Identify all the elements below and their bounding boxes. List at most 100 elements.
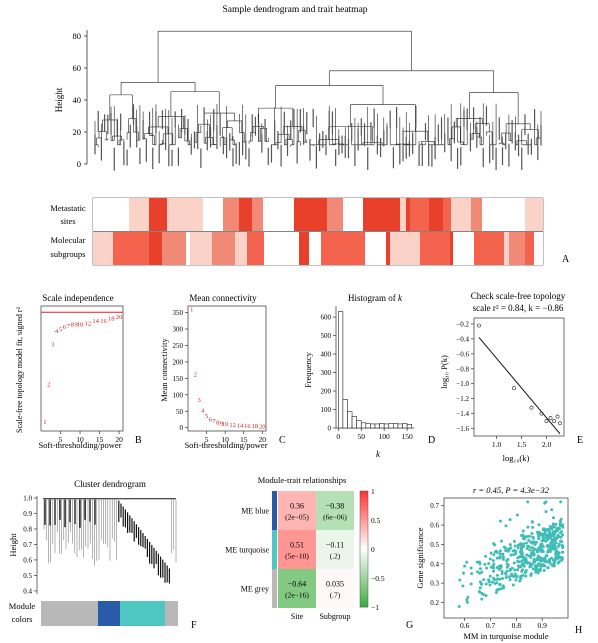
- panel-h-point: [504, 571, 508, 575]
- leaf-label-mark: [373, 108, 375, 129]
- row-label-metastatic: Metastatic: [50, 203, 86, 213]
- panel-h-title: r = 0.45, P = 4.3e−32: [473, 485, 550, 495]
- panel-g-colorbar-step: [360, 511, 368, 515]
- panel-a-ytick: 0: [77, 159, 81, 169]
- leaf-label-mark: [261, 134, 263, 153]
- panel-h-point: [498, 552, 502, 556]
- leaf-label-mark: [302, 125, 305, 145]
- panel-g-colorbar-step: [360, 508, 368, 512]
- panel-g-colorbar-step: [360, 554, 368, 558]
- leaf-label-mark: [222, 136, 224, 155]
- panel-d-title: Histogram of k: [348, 293, 403, 303]
- panel-h-point: [537, 523, 541, 527]
- panel-h-point: [531, 536, 535, 540]
- panel-g-colorbar-step: [360, 580, 368, 585]
- panel-f-ytick-label: 0.8: [23, 525, 32, 533]
- heat-cell: [482, 198, 502, 231]
- heat-cell: [180, 198, 203, 231]
- panel-c-point-label: 20: [259, 423, 266, 430]
- panel-h-point: [466, 595, 470, 599]
- heat-cell: [149, 232, 162, 265]
- panel-a-title: Sample dendrogram and trait heatmap: [222, 5, 367, 15]
- leaf-label-mark: [309, 138, 311, 161]
- panel-h-point: [475, 560, 479, 564]
- panel-h-point: [498, 582, 502, 586]
- panel-d-xtick-label: 100: [379, 432, 391, 441]
- panel-h-point: [530, 520, 534, 524]
- panel-h-point: [500, 571, 504, 575]
- leaf-label-mark: [216, 125, 218, 150]
- leaf-label-mark: [319, 133, 321, 152]
- panel-d-ytick-label: 0: [328, 425, 332, 433]
- panel-h-point: [507, 548, 511, 552]
- leaf-label-mark: [168, 145, 170, 167]
- heat-cell: [379, 198, 400, 231]
- heat-cell: [341, 232, 365, 265]
- heat-cell: [406, 198, 410, 231]
- panel-h-point: [513, 568, 517, 572]
- panel-e-ytick-label: −0.8: [456, 365, 469, 373]
- panel-g-colorbar-step: [360, 583, 368, 587]
- panel-g-cell: [316, 491, 354, 530]
- panel-h-point: [561, 546, 565, 550]
- panel-h-point: [518, 576, 522, 580]
- heat-cell: [212, 232, 235, 265]
- panel-h-point: [517, 565, 521, 569]
- leaf-label-mark: [129, 124, 131, 148]
- panel-g-colorbar-step: [360, 560, 368, 564]
- leaf-label-mark: [277, 131, 279, 150]
- leaf-label-mark: [94, 134, 96, 155]
- panel-g-colorbar-label: 0: [371, 545, 375, 554]
- panel-g-colorbar-step: [360, 514, 368, 518]
- heat-cell: [502, 198, 525, 231]
- heat-cell: [309, 232, 321, 265]
- panel-e-xtick-label: 1.5: [517, 440, 527, 449]
- leaf-label-mark: [524, 114, 526, 136]
- heat-cell: [525, 198, 543, 231]
- panel-d-bar: [351, 416, 357, 429]
- heat-cell: [453, 232, 474, 265]
- panel-g-cell-pvalue: (.2): [330, 552, 341, 561]
- panel-h-point: [457, 605, 461, 609]
- panel-h-ytick-label: 0.3: [430, 580, 439, 588]
- panel-h-point: [514, 578, 518, 582]
- panel-g-colorbar-step: [360, 569, 368, 573]
- panel-b-ylabel: Scale-free topology model fit, signed r²: [15, 306, 24, 433]
- panel-g-colorbar-step: [360, 496, 368, 500]
- panel-g-col-label: Subgroup: [319, 612, 350, 621]
- panel-e-point: [548, 416, 553, 420]
- panel-h-point: [555, 526, 559, 530]
- leaf-label-mark: [431, 144, 433, 167]
- leaf-label-mark: [123, 141, 125, 166]
- panel-d-marks: 0 100 200 300 400 500 600 0 50 100 150: [321, 311, 413, 441]
- leaf-label-mark: [421, 145, 423, 166]
- panel-h-point: [549, 544, 553, 548]
- leaf-label-mark: [286, 136, 289, 156]
- panel-letter-g: G: [406, 620, 413, 631]
- leaf-label-mark: [274, 120, 276, 142]
- panel-b-point-label: 16: [100, 318, 107, 325]
- panel-b-xtick-label: 5: [59, 435, 63, 444]
- leaf-label-mark: [104, 114, 106, 132]
- leaf-label-mark: [415, 105, 417, 128]
- panel-h-xlabel: MM in turquoise module: [463, 631, 548, 641]
- panel-g-colorbar-step: [360, 604, 368, 608]
- heat-cell: [471, 198, 474, 231]
- panel-h-point: [462, 571, 466, 575]
- panel-g-colorbar-step: [360, 543, 368, 547]
- panel-h-point: [495, 556, 499, 560]
- heat-cell: [386, 232, 390, 265]
- heat-cell: [509, 232, 525, 265]
- panel-h-point: [548, 558, 552, 562]
- panel-e-plot-frame: [473, 317, 565, 437]
- leaf-label-mark: [177, 147, 180, 166]
- heat-cell: [247, 232, 264, 265]
- panel-h-xtick-label: 0.6: [460, 621, 470, 630]
- leaf-label-mark: [299, 108, 301, 133]
- leaf-label-mark: [511, 120, 513, 144]
- panel-h-point: [539, 549, 543, 553]
- panel-b-point-label: 3: [51, 342, 54, 349]
- panel-c-point-label: 2: [194, 371, 197, 378]
- panel-h-point: [544, 554, 548, 558]
- panel-b-xtick-label: 10: [76, 435, 84, 444]
